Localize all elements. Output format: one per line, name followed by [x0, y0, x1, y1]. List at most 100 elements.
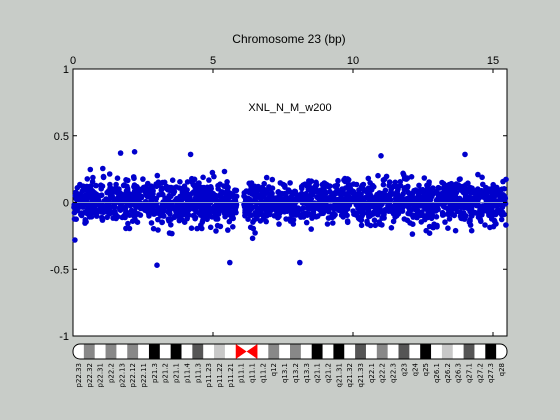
- data-point-1282: [303, 219, 310, 226]
- data-point-702: [168, 193, 174, 200]
- data-point-1740: [460, 210, 467, 216]
- ideogram-label-q21.2: q21.2: [324, 363, 332, 383]
- data-point-717: [131, 190, 137, 196]
- data-point-1437: [249, 235, 256, 242]
- data-point-1533: [439, 179, 445, 186]
- data-point-731: [176, 217, 183, 224]
- ideogram-label-p22.2: p22.2: [107, 363, 115, 383]
- data-point-1944: [501, 186, 508, 192]
- data-point-750: [206, 177, 212, 183]
- data-point-138: [148, 220, 155, 226]
- data-point-1619: [475, 171, 481, 178]
- data-point-398: [120, 205, 127, 211]
- data-point-1450: [367, 222, 374, 229]
- data-point-1871: [376, 198, 383, 205]
- data-point-1842: [269, 190, 275, 197]
- data-point-949: [468, 227, 475, 234]
- data-point-751: [226, 205, 232, 212]
- data-point-1970: [117, 150, 124, 156]
- data-point-1917: [308, 198, 314, 205]
- ideogram-label-p22.12: p22.12: [129, 363, 137, 387]
- data-point-719: [225, 195, 232, 201]
- data-point-1756: [323, 190, 329, 196]
- data-point-1605: [338, 207, 345, 213]
- y-tick-label-3: -0.5: [50, 264, 69, 276]
- data-point-1909: [423, 191, 430, 198]
- data-point-489: [201, 184, 207, 191]
- data-point-1775: [334, 186, 340, 193]
- data-point-1759: [316, 189, 323, 196]
- data-point-701: [158, 187, 165, 193]
- data-point-724: [177, 198, 183, 204]
- data-point-721: [171, 206, 178, 212]
- data-point-1850: [419, 187, 426, 194]
- data-point-737: [155, 216, 161, 223]
- data-point-1886: [321, 208, 327, 215]
- data-point-1148: [407, 211, 413, 217]
- ideogram-label-p11.4: p11.4: [183, 362, 191, 383]
- data-point-1666: [478, 187, 485, 194]
- data-point-1584: [293, 212, 300, 218]
- data-point-1312: [405, 189, 412, 196]
- ideogram-band-p22.2: [105, 344, 117, 359]
- data-point-652: [205, 197, 212, 204]
- data-point-1954: [283, 197, 289, 203]
- ideogram-band-q26.2: [441, 344, 453, 359]
- data-point-549: [140, 184, 147, 191]
- ideogram-label-p22.11: p22.11: [140, 363, 148, 387]
- data-point-682: [99, 216, 106, 223]
- x-tick-label-2: 10: [347, 55, 359, 67]
- data-point-686: [78, 211, 84, 218]
- ideogram-label-p11.3: p11.3: [194, 363, 202, 383]
- data-point-1667: [400, 170, 406, 177]
- data-point-385: [123, 225, 129, 232]
- data-point-1735: [304, 205, 311, 211]
- data-point-693: [160, 191, 166, 198]
- data-point-1592: [475, 214, 482, 220]
- data-point-1894: [469, 213, 475, 219]
- data-point-1933: [483, 193, 490, 199]
- x-axis: 0 5 10 15: [70, 55, 499, 336]
- data-point-1796: [329, 204, 335, 210]
- data-point-729: [142, 201, 148, 207]
- data-point-496: [179, 192, 186, 198]
- data-point-872: [482, 222, 488, 228]
- data-point-752: [143, 192, 149, 198]
- data-point-1695: [355, 205, 361, 211]
- ideogram-label-q26.3: q26.3: [455, 363, 463, 383]
- data-point-745: [200, 174, 206, 181]
- data-point-720: [151, 203, 158, 209]
- data-point-411: [72, 189, 79, 196]
- ideogram-label-p22.32: p22.32: [86, 363, 94, 387]
- ideogram-label-p11.23: p11.23: [205, 363, 213, 387]
- data-point-1053: [400, 191, 407, 197]
- data-point-495: [226, 211, 232, 218]
- data-point-1887: [309, 191, 315, 197]
- data-point-501: [221, 183, 227, 189]
- data-point-696: [79, 188, 86, 195]
- data-point-1943: [381, 208, 387, 214]
- data-point-1916: [345, 177, 352, 183]
- data-point-263: [114, 175, 121, 181]
- data-point-1937: [344, 218, 351, 224]
- data-point-587: [73, 216, 79, 222]
- data-point-684: [113, 214, 120, 220]
- data-point-727: [222, 190, 229, 197]
- data-point-1674: [439, 196, 445, 202]
- data-point-1476: [386, 179, 393, 185]
- data-point-1659: [359, 205, 365, 212]
- data-point-691: [171, 214, 178, 221]
- data-point-1661: [446, 181, 453, 188]
- data-point-395: [111, 204, 118, 211]
- data-point-1490: [390, 218, 397, 225]
- data-point-716: [89, 200, 95, 207]
- data-point-966: [330, 220, 336, 226]
- data-point-594: [211, 173, 217, 180]
- data-point-1946: [432, 201, 439, 208]
- data-point-1935: [469, 195, 475, 202]
- data-point-1846: [251, 190, 257, 197]
- data-point-591: [132, 202, 138, 209]
- data-point-756: [442, 219, 448, 225]
- ideogram-label-q27.3: q27.3: [487, 363, 495, 383]
